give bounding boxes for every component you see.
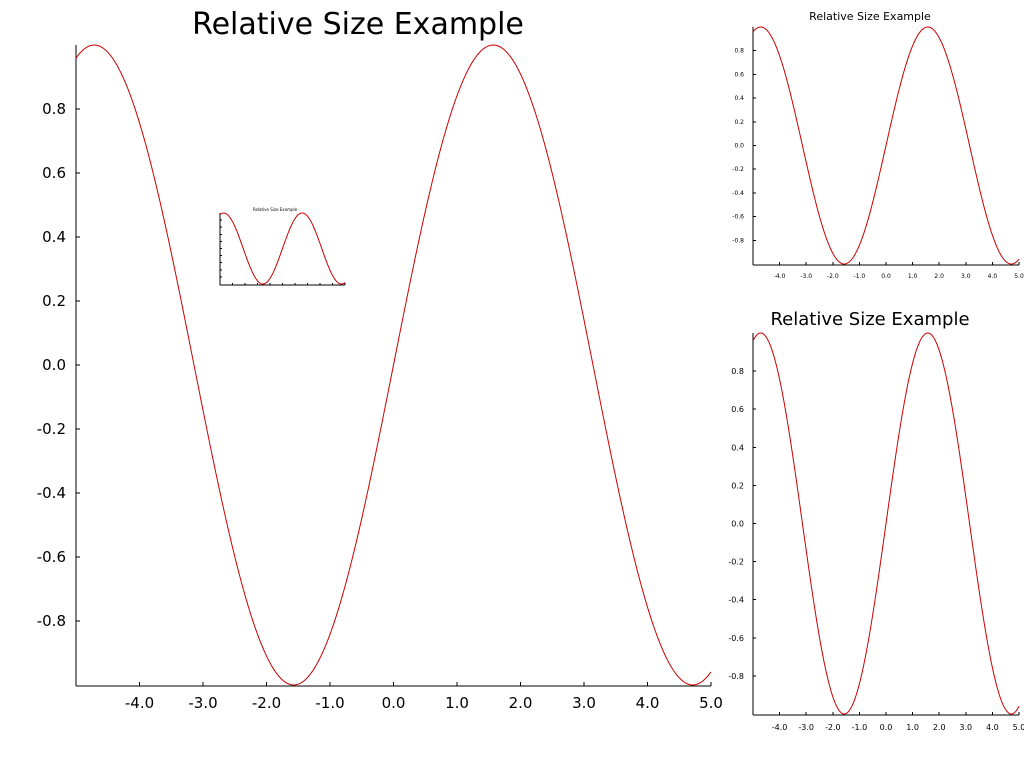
y-tick-label: 0.0 [734, 143, 744, 150]
x-tick-label: -1.0 [852, 723, 868, 732]
y-tick-label: 0.0 [42, 356, 66, 374]
y-tick-label: 0.8 [734, 48, 744, 55]
chart-top-right: Relative Size Example -4.0 -3.0 -2.0 -1.0 0.0… [732, 10, 1024, 280]
x-tick-label: -4.0 [125, 694, 154, 712]
x-tick-label: 2.0 [933, 723, 946, 732]
x-tick-label: -3.0 [188, 694, 217, 712]
x-tick-label: 3.0 [961, 273, 971, 280]
chart-bottom-right: Relative Size Example -4.0 -3.0 -2.0 -1.0 0.0… [728, 309, 1024, 732]
series-line [219, 212, 346, 285]
y-tick-label: -0.8 [732, 237, 744, 244]
x-tick-label: 2.0 [934, 273, 944, 280]
y-tick-label: 0.4 [734, 95, 744, 102]
x-tick-label: 3.0 [959, 723, 972, 732]
x-tick-label: 0.0 [881, 273, 891, 280]
series-line [752, 332, 1020, 715]
y-tick-label: 0.6 [731, 405, 744, 414]
y-tick-label: 0.8 [731, 367, 744, 376]
y-tick-label: -0.6 [37, 548, 66, 566]
x-tick-label: 5.0 [1014, 273, 1024, 280]
y-tick-label: -0.8 [37, 612, 66, 630]
y-tick-label: -0.4 [728, 596, 744, 605]
y-tick-label: 0.4 [731, 443, 744, 452]
x-tick-label: 5.0 [1013, 723, 1024, 732]
x-tick-label: -2.0 [827, 273, 839, 280]
y-tick-label: -0.2 [728, 558, 744, 567]
y-tick-label: 0.4 [42, 228, 66, 246]
x-tick-label: -1.0 [315, 694, 344, 712]
y-tick-label: 0.2 [734, 119, 744, 126]
y-tick-label: -0.4 [732, 190, 744, 197]
y-tick-label: -0.2 [37, 420, 66, 438]
x-tick-label: 0.0 [382, 694, 406, 712]
x-tick-label: -1.0 [854, 273, 866, 280]
y-tick-label: 0.6 [734, 71, 744, 78]
x-tick-label: 3.0 [572, 694, 596, 712]
y-tick-label: 0.0 [731, 520, 744, 529]
y-tick-label: -0.2 [732, 166, 744, 173]
y-tick-label: -0.4 [37, 484, 66, 502]
chart-title: Relative Size Example [192, 7, 524, 42]
x-tick-label: 1.0 [908, 273, 918, 280]
chart-title: Relative Size Example [809, 10, 931, 23]
y-tick-label: 0.2 [731, 481, 744, 490]
x-tick-label: 4.0 [636, 694, 660, 712]
x-tick-label: -3.0 [798, 723, 814, 732]
x-tick-label: 1.0 [445, 694, 469, 712]
y-tick-label: -0.8 [728, 672, 744, 681]
series-line [75, 44, 712, 686]
y-tick-label: -0.6 [732, 214, 744, 221]
chart-inset: Relative Size Example [219, 207, 346, 286]
x-tick-label: -2.0 [252, 694, 281, 712]
chart-title: Relative Size Example [253, 207, 298, 212]
x-tick-label: -3.0 [800, 273, 812, 280]
y-tick-label: -0.6 [728, 634, 744, 643]
y-tick-label: 0.6 [42, 164, 66, 182]
series-line [752, 26, 1020, 265]
x-tick-label: -4.0 [772, 723, 788, 732]
chart-main: Relative Size Example -4.0 -3.0 -2.0 -1.0 0.0… [37, 7, 723, 712]
x-tick-label: 4.0 [988, 273, 998, 280]
x-tick-label: 0.0 [880, 723, 893, 732]
y-tick-label: 0.2 [42, 292, 66, 310]
x-tick-label: 5.0 [699, 694, 723, 712]
x-tick-label: -2.0 [825, 723, 841, 732]
x-tick-label: 2.0 [509, 694, 533, 712]
x-tick-label: 1.0 [906, 723, 919, 732]
x-tick-label: -4.0 [774, 273, 786, 280]
x-tick-label: 4.0 [986, 723, 999, 732]
chart-title: Relative Size Example [770, 309, 969, 330]
y-tick-label: 0.8 [42, 100, 66, 118]
